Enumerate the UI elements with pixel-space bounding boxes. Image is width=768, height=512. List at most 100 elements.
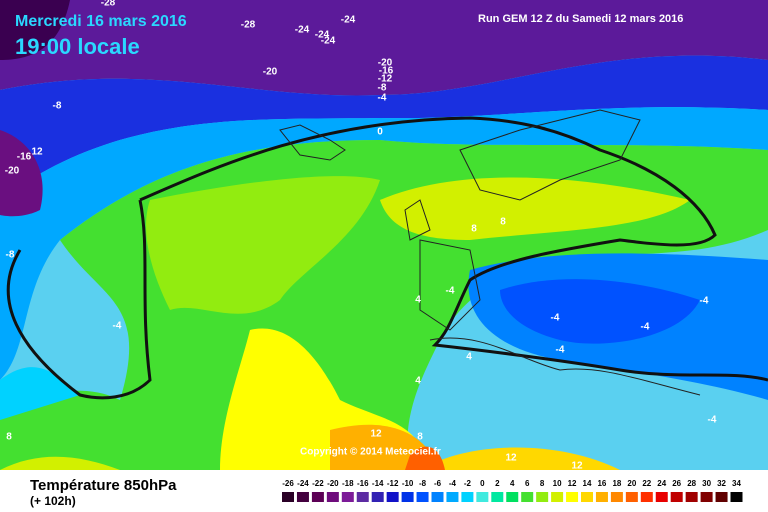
contour-label: -8: [6, 250, 15, 261]
scale-label: 30: [702, 479, 711, 488]
scale-label: -6: [434, 479, 442, 488]
contour-label: -24: [295, 25, 310, 36]
scale-swatch: [536, 492, 549, 502]
contour-label: -16: [379, 66, 394, 77]
scale-label: 20: [627, 479, 636, 488]
contour-label: 4: [415, 295, 421, 306]
scale-swatch: [595, 492, 608, 502]
forecast-date: Mercredi 16 mars 2016: [15, 13, 187, 30]
scale-swatch: [551, 492, 564, 502]
scale-swatch: [282, 492, 294, 502]
contour-label: -4: [551, 313, 560, 324]
contour-label: -8: [378, 83, 387, 94]
scale-label: -16: [357, 479, 369, 488]
scale-label: 14: [583, 479, 592, 488]
contour-label: -4: [700, 296, 709, 307]
scale-swatch: [461, 492, 474, 502]
scale-label: 28: [687, 479, 696, 488]
scale-label: 8: [540, 479, 545, 488]
scale-swatch: [296, 492, 309, 502]
scale-swatch: [446, 492, 459, 502]
contour-label: 0: [377, 127, 383, 138]
contour-label: -4: [113, 321, 122, 332]
field-title: Température 850hPa: [30, 477, 177, 494]
scale-swatch: [506, 492, 519, 502]
contour-label: 8: [500, 217, 506, 228]
scale-label: -26: [282, 479, 294, 488]
scale-swatch: [730, 492, 743, 502]
contour-label: 12: [370, 429, 382, 440]
scale-label: 34: [732, 479, 741, 488]
contour-label: 8: [6, 432, 12, 443]
footer-bar: [0, 470, 768, 512]
scale-label: -24: [297, 479, 309, 488]
scale-swatch: [700, 492, 713, 502]
scale-label: -2: [464, 479, 472, 488]
scale-label: 10: [553, 479, 562, 488]
contour-label: -20: [5, 166, 20, 177]
scale-swatch: [311, 492, 324, 502]
contour-label: 8: [471, 224, 477, 235]
scale-label: 12: [568, 479, 577, 488]
contour-label: 4: [415, 376, 421, 387]
scale-label: -20: [327, 479, 339, 488]
scale-swatch: [386, 492, 399, 502]
scale-label: 18: [612, 479, 621, 488]
lead-time: (+ 102h): [30, 494, 76, 508]
scale-label: 32: [717, 479, 726, 488]
scale-label: 22: [642, 479, 651, 488]
scale-label: 0: [480, 479, 485, 488]
contour-label: -4: [378, 93, 387, 104]
contour-label: 12: [571, 461, 583, 472]
scale-swatch: [670, 492, 683, 502]
scale-label: -12: [387, 479, 399, 488]
scale-swatch: [566, 492, 579, 502]
scale-label: 2: [495, 479, 500, 488]
scale-swatch: [401, 492, 414, 502]
contour-label: 12: [505, 453, 517, 464]
scale-swatch: [476, 492, 489, 502]
scale-label: 24: [657, 479, 666, 488]
scale-swatch: [610, 492, 623, 502]
contour-label: -4: [446, 286, 455, 297]
scale-swatch: [625, 492, 638, 502]
contour-label: -24: [341, 15, 356, 26]
contour-label: 12: [31, 147, 43, 158]
scale-label: 16: [597, 479, 606, 488]
contour-label: -16: [17, 152, 32, 163]
scale-swatch: [416, 492, 429, 502]
forecast-time: 19:00 locale: [15, 34, 140, 59]
scale-label: -14: [372, 479, 384, 488]
scale-swatch: [491, 492, 504, 502]
scale-swatch: [431, 492, 444, 502]
contour-label: -4: [641, 322, 650, 333]
contour-label: -4: [556, 345, 565, 356]
scale-swatch: [640, 492, 653, 502]
scale-swatch: [326, 492, 339, 502]
scale-swatch: [371, 492, 384, 502]
scale-label: -4: [449, 479, 457, 488]
map-field: [0, 0, 768, 470]
contour-label: -28: [241, 20, 256, 31]
contour-label: -24: [321, 36, 336, 47]
scale-label: -18: [342, 479, 354, 488]
scale-label: -22: [312, 479, 324, 488]
contour-label: -20: [263, 67, 278, 78]
contour-label: 8: [417, 432, 423, 443]
contour-label: 4: [466, 352, 472, 363]
contour-label: -24: [315, 30, 330, 41]
contour-label: -12: [378, 74, 393, 85]
contour-label: -8: [53, 101, 62, 112]
scale-label: 26: [672, 479, 681, 488]
model-run: Run GEM 12 Z du Samedi 12 mars 2016: [478, 13, 683, 25]
scale-swatch: [715, 492, 728, 502]
scale-swatch: [655, 492, 668, 502]
scale-swatch: [521, 492, 534, 502]
scale-label: 4: [510, 479, 515, 488]
scale-swatch: [341, 492, 354, 502]
contour-label: -20: [378, 58, 393, 69]
copyright: Copyright © 2014 Meteociel.fr: [300, 447, 441, 458]
scale-swatch: [581, 492, 593, 502]
